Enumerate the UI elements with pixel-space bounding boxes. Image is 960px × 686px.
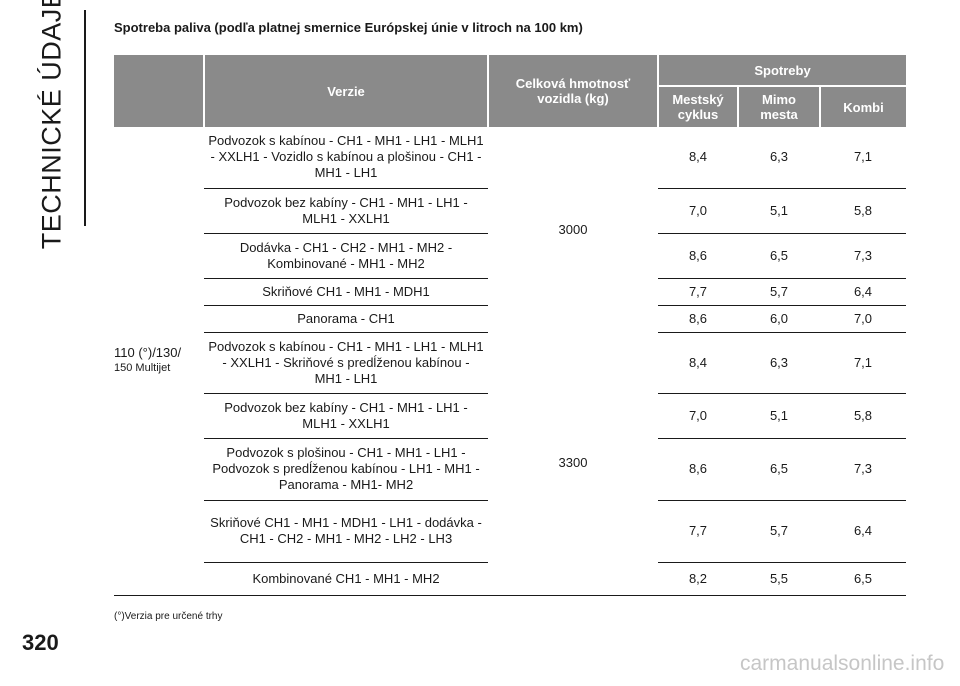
mestsky-cell: 8,4 [658, 332, 738, 394]
mimo-cell: 6,5 [738, 233, 820, 279]
mimo-cell: 6,3 [738, 332, 820, 394]
mestsky-cell: 7,0 [658, 393, 738, 439]
verzie-cell: Kombinované CH1 - MH1 - MH2 [204, 562, 488, 596]
mestsky-cell: 7,7 [658, 278, 738, 306]
mimo-cell: 6,5 [738, 438, 820, 501]
table-row: Skriňové CH1 - MH1 - MDH1 - LH1 - dodávk… [114, 500, 906, 563]
mimo-cell: 5,7 [738, 500, 820, 563]
table-row: Podvozok bez kabíny - CH1 - MH1 - LH1 - … [114, 393, 906, 439]
mestsky-cell: 8,6 [658, 305, 738, 333]
side-section-title: TECHNICKÉ ÚDAJE [26, 0, 78, 249]
table-row: Kombinované CH1 - MH1 - MH2 8,2 5,5 6,5 [114, 562, 906, 596]
table-row: Podvozok s plošinou - CH1 - MH1 - LH1 - … [114, 438, 906, 501]
verzie-cell: Podvozok s plošinou - CH1 - MH1 - LH1 - … [204, 438, 488, 501]
verzie-cell: Skriňové CH1 - MH1 - MDH1 - LH1 - dodávk… [204, 500, 488, 563]
header-mimo: Mimo mesta [738, 86, 821, 127]
table-row: Podvozok s kabínou - CH1 - MH1 - LH1 - M… [114, 332, 906, 596]
kombi-cell: 7,3 [820, 233, 906, 279]
side-section-title-text: TECHNICKÉ ÚDAJE [36, 0, 67, 249]
verzie-cell: Podvozok bez kabíny - CH1 - MH1 - LH1 - … [204, 393, 488, 439]
mestsky-cell: 8,6 [658, 233, 738, 279]
header-kombi: Kombi [820, 86, 906, 127]
kombi-cell: 6,4 [820, 500, 906, 563]
mestsky-cell: 8,2 [658, 562, 738, 596]
mimo-cell: 6,3 [738, 127, 820, 189]
mimo-cell: 6,0 [738, 305, 820, 333]
table-row: Panorama - CH1 8,6 6,0 7,0 [114, 305, 906, 333]
kombi-cell: 6,5 [820, 562, 906, 596]
kombi-cell: 7,0 [820, 305, 906, 333]
model-cell: 110 (°)/130/ 150 Multijet [114, 127, 204, 596]
table-row: Skriňové CH1 - MH1 - MDH1 7,7 5,7 6,4 [114, 278, 906, 306]
kombi-cell: 7,1 [820, 332, 906, 394]
kombi-cell: 5,8 [820, 393, 906, 439]
model-line-1: 110 (°)/130/ [114, 345, 182, 361]
table-row: 110 (°)/130/ 150 Multijet Podvozok s kab… [114, 127, 906, 596]
kombi-cell: 5,8 [820, 188, 906, 234]
header-spotreby: Spotreby [658, 55, 906, 87]
page-number: 320 [22, 630, 59, 655]
verzie-cell: Podvozok s kabínou - CH1 - MH1 - LH1 - M… [204, 332, 488, 394]
mimo-cell: 5,5 [738, 562, 820, 596]
mestsky-cell: 8,6 [658, 438, 738, 501]
fuel-consumption-table: Verzie Celková hmotnosť vozidla (kg) Spo… [114, 55, 906, 596]
weight-cell: 3300 [488, 332, 658, 596]
header-model [114, 55, 205, 127]
weight-cell: 3000 [558, 221, 588, 237]
kombi-cell: 6,4 [820, 278, 906, 306]
watermark: carmanualsonline.info [740, 652, 945, 675]
mimo-cell: 5,7 [738, 278, 820, 306]
kombi-cell: 7,3 [820, 438, 906, 501]
verzie-cell: Podvozok s kabínou - CH1 - MH1 - LH1 - M… [204, 127, 488, 189]
model-line-2: 150 Multijet [114, 362, 171, 375]
footnote: (°)Verzia pre určené trhy [114, 611, 223, 622]
mestsky-cell: 8,4 [658, 127, 738, 189]
mestsky-cell: 7,0 [658, 188, 738, 234]
header-mestsky: Mestský cyklus [658, 86, 739, 127]
verzie-cell: Panorama - CH1 [204, 305, 488, 333]
verzie-cell: Skriňové CH1 - MH1 - MDH1 [204, 278, 488, 306]
mestsky-cell: 7,7 [658, 500, 738, 563]
table-row: Dodávka - CH1 - CH2 - MH1 - MH2 - Kombin… [114, 233, 906, 279]
table-row: Podvozok bez kabíny - CH1 - MH1 - LH1 - … [114, 188, 906, 234]
mimo-cell: 5,1 [738, 188, 820, 234]
header-verzie: Verzie [204, 55, 489, 127]
table-heading: Spotreba paliva (podľa platnej smernice … [114, 20, 583, 35]
header-hmotnost: Celková hmotnosť vozidla (kg) [488, 55, 659, 127]
side-divider [84, 10, 86, 226]
verzie-cell: Dodávka - CH1 - CH2 - MH1 - MH2 - Kombin… [204, 233, 488, 279]
mimo-cell: 5,1 [738, 393, 820, 439]
verzie-cell: Podvozok bez kabíny - CH1 - MH1 - LH1 - … [204, 188, 488, 234]
kombi-cell: 7,1 [820, 127, 906, 189]
